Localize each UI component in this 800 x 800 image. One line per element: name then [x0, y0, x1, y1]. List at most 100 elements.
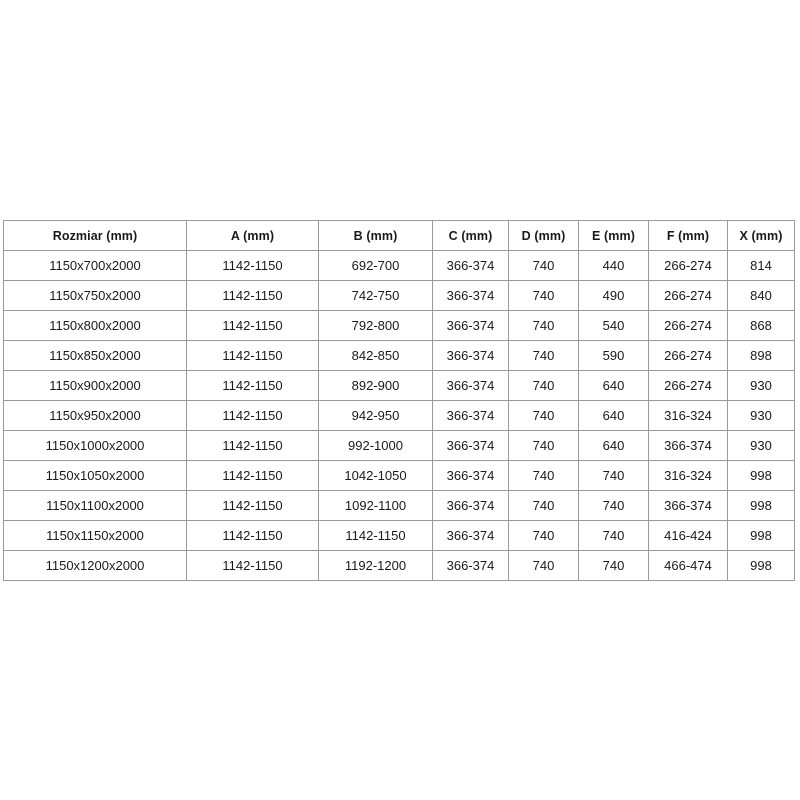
column-header-rozmiar: Rozmiar (mm): [3, 220, 187, 251]
cell-d: 740: [508, 490, 579, 521]
cell-e: 640: [578, 430, 649, 461]
cell-rozmiar: 1150x1000x2000: [3, 430, 187, 461]
cell-x: 814: [727, 250, 795, 281]
cell-a: 1142-1150: [186, 370, 319, 401]
cell-c: 366-374: [432, 490, 509, 521]
cell-x: 868: [727, 310, 795, 341]
cell-x: 998: [727, 550, 795, 581]
cell-e: 740: [578, 460, 649, 491]
cell-a: 1142-1150: [186, 400, 319, 431]
cell-d: 740: [508, 280, 579, 311]
cell-e: 640: [578, 400, 649, 431]
specification-table-container: Rozmiar (mm) A (mm) B (mm) C (mm) D (mm)…: [3, 220, 795, 581]
column-header-a: A (mm): [186, 220, 319, 251]
column-header-e: E (mm): [578, 220, 649, 251]
cell-f: 366-374: [648, 430, 728, 461]
cell-e: 640: [578, 370, 649, 401]
cell-c: 366-374: [432, 520, 509, 551]
cell-f: 266-274: [648, 280, 728, 311]
cell-f: 266-274: [648, 370, 728, 401]
cell-d: 740: [508, 340, 579, 371]
cell-c: 366-374: [432, 460, 509, 491]
cell-f: 466-474: [648, 550, 728, 581]
cell-b: 742-750: [318, 280, 433, 311]
cell-e: 490: [578, 280, 649, 311]
cell-e: 740: [578, 520, 649, 551]
cell-rozmiar: 1150x750x2000: [3, 280, 187, 311]
specification-table: Rozmiar (mm) A (mm) B (mm) C (mm) D (mm)…: [3, 220, 795, 581]
column-header-c: C (mm): [432, 220, 509, 251]
cell-b: 1192-1200: [318, 550, 433, 581]
cell-rozmiar: 1150x950x2000: [3, 400, 187, 431]
cell-rozmiar: 1150x800x2000: [3, 310, 187, 341]
cell-a: 1142-1150: [186, 520, 319, 551]
cell-a: 1142-1150: [186, 490, 319, 521]
cell-d: 740: [508, 370, 579, 401]
cell-f: 366-374: [648, 490, 728, 521]
cell-e: 440: [578, 250, 649, 281]
table-row: 1150x1000x2000 1142-1150 992-1000 366-37…: [3, 430, 795, 461]
cell-d: 740: [508, 520, 579, 551]
cell-c: 366-374: [432, 340, 509, 371]
cell-a: 1142-1150: [186, 460, 319, 491]
cell-a: 1142-1150: [186, 250, 319, 281]
cell-c: 366-374: [432, 250, 509, 281]
cell-x: 930: [727, 400, 795, 431]
column-header-d: D (mm): [508, 220, 579, 251]
cell-b: 1092-1100: [318, 490, 433, 521]
table-row: 1150x700x2000 1142-1150 692-700 366-374 …: [3, 250, 795, 281]
cell-a: 1142-1150: [186, 340, 319, 371]
cell-rozmiar: 1150x1150x2000: [3, 520, 187, 551]
cell-b: 1142-1150: [318, 520, 433, 551]
cell-rozmiar: 1150x850x2000: [3, 340, 187, 371]
cell-x: 998: [727, 520, 795, 551]
cell-e: 740: [578, 490, 649, 521]
cell-c: 366-374: [432, 430, 509, 461]
cell-c: 366-374: [432, 550, 509, 581]
table-row: 1150x750x2000 1142-1150 742-750 366-374 …: [3, 280, 795, 311]
cell-b: 842-850: [318, 340, 433, 371]
cell-c: 366-374: [432, 310, 509, 341]
cell-d: 740: [508, 400, 579, 431]
cell-b: 692-700: [318, 250, 433, 281]
table-row: 1150x1150x2000 1142-1150 1142-1150 366-3…: [3, 520, 795, 551]
cell-f: 416-424: [648, 520, 728, 551]
cell-rozmiar: 1150x1050x2000: [3, 460, 187, 491]
cell-f: 266-274: [648, 310, 728, 341]
cell-rozmiar: 1150x1200x2000: [3, 550, 187, 581]
cell-e: 740: [578, 550, 649, 581]
cell-a: 1142-1150: [186, 430, 319, 461]
table-header: Rozmiar (mm) A (mm) B (mm) C (mm) D (mm)…: [3, 220, 795, 251]
cell-c: 366-374: [432, 370, 509, 401]
cell-d: 740: [508, 430, 579, 461]
table-row: 1150x1050x2000 1142-1150 1042-1050 366-3…: [3, 460, 795, 491]
table-row: 1150x1100x2000 1142-1150 1092-1100 366-3…: [3, 490, 795, 521]
cell-c: 366-374: [432, 280, 509, 311]
cell-rozmiar: 1150x900x2000: [3, 370, 187, 401]
cell-rozmiar: 1150x1100x2000: [3, 490, 187, 521]
table-row: 1150x950x2000 1142-1150 942-950 366-374 …: [3, 400, 795, 431]
cell-f: 266-274: [648, 250, 728, 281]
table-row: 1150x800x2000 1142-1150 792-800 366-374 …: [3, 310, 795, 341]
cell-x: 898: [727, 340, 795, 371]
cell-a: 1142-1150: [186, 550, 319, 581]
table-row: 1150x900x2000 1142-1150 892-900 366-374 …: [3, 370, 795, 401]
cell-e: 540: [578, 310, 649, 341]
column-header-x: X (mm): [727, 220, 795, 251]
cell-rozmiar: 1150x700x2000: [3, 250, 187, 281]
cell-d: 740: [508, 550, 579, 581]
column-header-f: F (mm): [648, 220, 728, 251]
cell-b: 942-950: [318, 400, 433, 431]
cell-x: 930: [727, 370, 795, 401]
cell-x: 930: [727, 430, 795, 461]
table-row: 1150x1200x2000 1142-1150 1192-1200 366-3…: [3, 550, 795, 581]
table-row: 1150x850x2000 1142-1150 842-850 366-374 …: [3, 340, 795, 371]
cell-b: 892-900: [318, 370, 433, 401]
cell-b: 1042-1050: [318, 460, 433, 491]
cell-f: 266-274: [648, 340, 728, 371]
cell-d: 740: [508, 250, 579, 281]
cell-b: 792-800: [318, 310, 433, 341]
cell-b: 992-1000: [318, 430, 433, 461]
cell-x: 840: [727, 280, 795, 311]
cell-x: 998: [727, 490, 795, 521]
